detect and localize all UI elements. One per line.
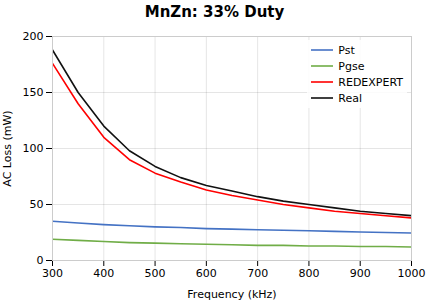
svg-text:700: 700 <box>247 267 268 280</box>
html-text:MnZn: 33% Duty: MnZn: 33% Duty <box>144 3 285 21</box>
html-text:Real: Real <box>338 91 362 105</box>
svg-text:1000: 1000 <box>398 267 426 280</box>
svg-text:0: 0 <box>37 254 44 267</box>
svg-text:50: 50 <box>30 198 44 211</box>
html-text:Pgse: Pgse <box>338 59 365 73</box>
svg-text:150: 150 <box>23 86 44 99</box>
svg-text:500: 500 <box>145 267 166 280</box>
svg-text:900: 900 <box>350 267 371 280</box>
html-text:REDEXPERT: REDEXPERT <box>338 75 403 89</box>
svg-text:AC Loss (mW): AC Loss (mW) <box>1 110 14 186</box>
svg-text:Frequency (kHz): Frequency (kHz) <box>187 288 276 300</box>
svg-text:300: 300 <box>42 267 63 280</box>
svg-text:800: 800 <box>298 267 319 280</box>
svg-text:200: 200 <box>23 30 44 43</box>
svg-text:100: 100 <box>23 142 44 155</box>
html-text:Pst: Pst <box>338 43 355 57</box>
svg-text:400: 400 <box>93 267 114 280</box>
svg-text:600: 600 <box>196 267 217 280</box>
